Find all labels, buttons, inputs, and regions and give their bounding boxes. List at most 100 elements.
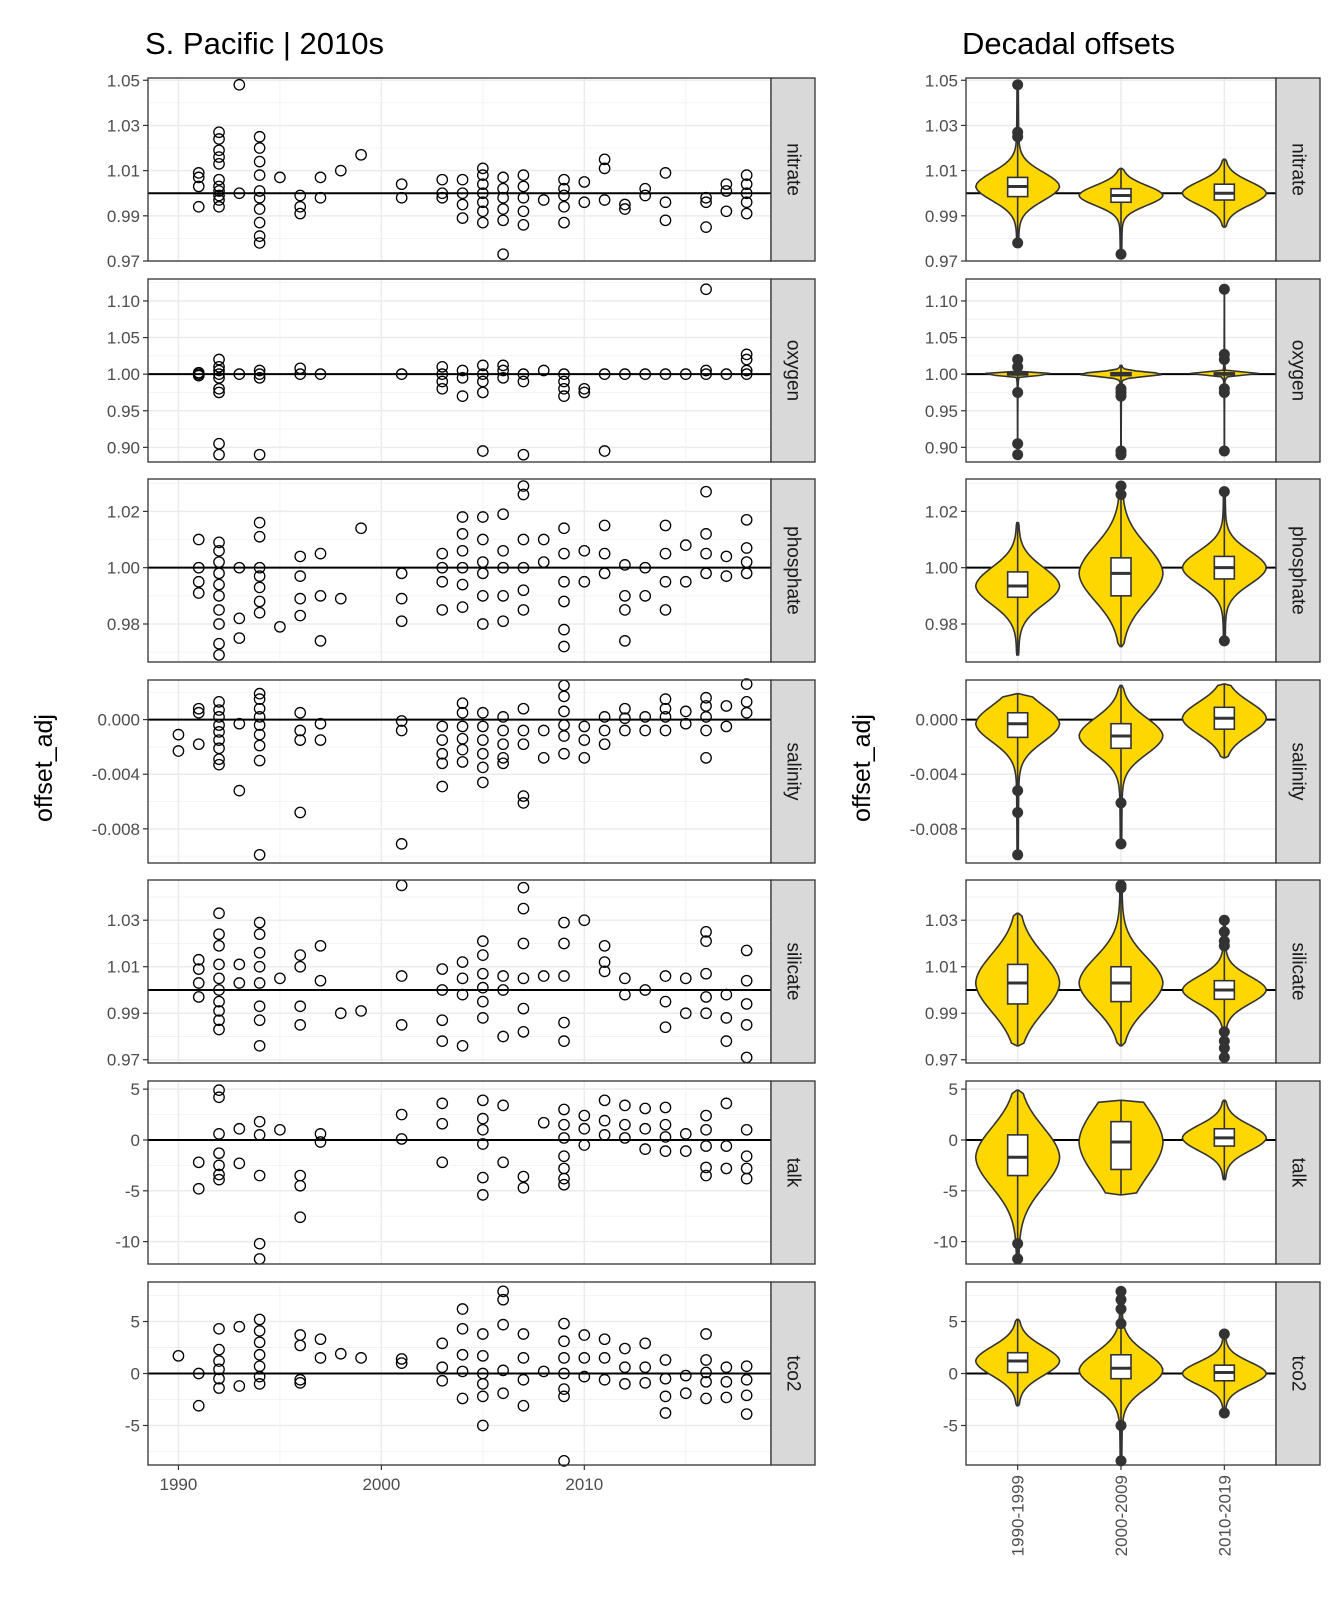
scatter-point-silicate xyxy=(497,984,509,996)
scatter-point-nitrate xyxy=(476,187,489,200)
scatter-point-phosphate xyxy=(213,649,225,661)
scatter-point-salinity xyxy=(476,761,489,774)
scatter-point-tco2 xyxy=(720,1361,733,1374)
scatter-point-nitrate xyxy=(213,200,225,213)
scatter-point-phosphate xyxy=(334,592,347,605)
scatter-y-tick-label-phosphate: 0.98 xyxy=(107,615,140,634)
scatter-point-nitrate xyxy=(253,155,266,168)
scatter-point-silicate xyxy=(639,984,652,996)
violin-box-phosphate xyxy=(1110,557,1132,597)
violin-outlier-oxygen xyxy=(1218,283,1230,295)
scatter-point-salinity xyxy=(456,697,469,710)
violin-facet-strip-nitrate xyxy=(1275,77,1321,262)
scatter-y-tick-label-talk: 0 xyxy=(131,1131,140,1150)
scatter-point-talk xyxy=(578,1122,591,1135)
scatter-point-tco2 xyxy=(497,1387,509,1400)
scatter-point-tco2 xyxy=(497,1318,509,1331)
scatter-point-silicate xyxy=(700,935,712,948)
scatter-point-tco2 xyxy=(476,1419,489,1432)
scatter-point-salinity xyxy=(436,734,449,746)
scatter-point-salinity xyxy=(679,717,692,730)
scatter-point-salinity xyxy=(476,776,489,789)
scatter-point-silicate xyxy=(659,1021,672,1034)
violin-outlier-tco2 xyxy=(1115,1294,1127,1306)
scatter-panel-oxygen xyxy=(148,279,771,462)
scatter-point-talk xyxy=(740,1172,753,1185)
scatter-point-nitrate xyxy=(720,178,733,191)
scatter-point-tco2 xyxy=(517,1328,530,1340)
scatter-point-talk xyxy=(578,1139,591,1151)
scatter-point-tco2 xyxy=(598,1352,611,1364)
scatter-point-nitrate xyxy=(294,200,307,213)
scatter-point-talk xyxy=(659,1145,672,1158)
scatter-point-salinity xyxy=(213,711,225,723)
scatter-point-talk xyxy=(476,1123,489,1136)
scatter-point-phosphate xyxy=(274,620,286,633)
scatter-point-silicate xyxy=(436,1035,449,1047)
scatter-point-phosphate xyxy=(213,604,225,616)
scatter-point-tco2 xyxy=(253,1313,266,1326)
violin-outlier-salinity xyxy=(1115,797,1127,809)
violin-y-tick-label-oxygen: 0.95 xyxy=(925,402,958,421)
scatter-y-tick-label-silicate: 1.01 xyxy=(107,958,140,977)
violin-chart-title: Decadal offsets xyxy=(962,26,1175,61)
scatter-point-phosphate xyxy=(659,604,672,616)
scatter-point-silicate xyxy=(497,970,509,982)
scatter-point-talk xyxy=(619,1099,631,1112)
scatter-panel-silicate xyxy=(148,880,771,1063)
scatter-point-talk xyxy=(517,1170,530,1183)
scatter-y-tick-label-salinity: -0.004 xyxy=(92,765,140,784)
scatter-point-tco2 xyxy=(578,1370,591,1383)
scatter-point-tco2 xyxy=(192,1367,205,1380)
scatter-point-salinity xyxy=(700,691,712,704)
scatter-point-silicate xyxy=(294,1000,307,1013)
scatter-point-tco2 xyxy=(578,1352,591,1364)
scatter-point-tco2 xyxy=(213,1382,225,1394)
violin-outlier-silicate xyxy=(1218,1051,1230,1063)
scatter-point-salinity xyxy=(700,711,712,723)
scatter-point-silicate xyxy=(679,1007,692,1020)
scatter-point-talk xyxy=(294,1179,307,1192)
scatter-point-talk xyxy=(659,1131,672,1143)
violin-box-talk xyxy=(1110,1120,1132,1171)
scatter-point-salinity xyxy=(395,724,408,737)
violin-outlier-talk xyxy=(1012,1253,1024,1265)
scatter-point-salinity xyxy=(476,747,489,760)
scatter-point-phosphate xyxy=(314,547,327,560)
scatter-point-phosphate xyxy=(740,542,753,554)
scatter-point-phosphate xyxy=(497,615,509,628)
scatter-point-phosphate xyxy=(213,567,225,580)
scatter-point-nitrate xyxy=(233,187,246,200)
scatter-point-silicate xyxy=(192,953,205,966)
scatter-point-oxygen xyxy=(213,368,225,381)
scatter-point-salinity xyxy=(497,751,509,764)
scatter-y-tick-label-phosphate: 1.02 xyxy=(107,502,140,521)
scatter-point-talk xyxy=(314,1136,327,1148)
violin-y-tick-label-talk: -5 xyxy=(943,1182,958,1201)
scatter-point-salinity xyxy=(537,724,550,737)
violin-outlier-silicate xyxy=(1218,926,1230,938)
scatter-point-oxygen xyxy=(436,382,449,395)
scatter-point-talk xyxy=(192,1182,205,1195)
scatter-point-silicate xyxy=(294,949,307,961)
scatter-point-tco2 xyxy=(233,1380,246,1392)
scatter-point-silicate xyxy=(253,1014,266,1027)
scatter-point-talk xyxy=(192,1156,205,1169)
scatter-point-silicate xyxy=(192,977,205,989)
scatter-point-nitrate xyxy=(213,144,225,157)
scatter-point-talk xyxy=(497,1156,509,1169)
scatter-point-silicate xyxy=(720,1012,733,1024)
scatter-point-tco2 xyxy=(213,1363,225,1376)
scatter-point-silicate xyxy=(740,998,753,1010)
scatter-point-phosphate xyxy=(578,544,591,557)
scatter-point-phosphate xyxy=(476,589,489,602)
violin-outlier-tco2 xyxy=(1218,1407,1230,1419)
scatter-y-tick-label-nitrate: 0.99 xyxy=(107,207,140,226)
violin-outlier-silicate xyxy=(1218,940,1230,952)
scatter-point-tco2 xyxy=(720,1375,733,1388)
scatter-point-talk xyxy=(720,1140,733,1152)
scatter-point-oxygen xyxy=(517,368,530,381)
scatter-point-phosphate xyxy=(294,550,307,563)
scatter-point-salinity xyxy=(639,711,652,723)
scatter-point-salinity xyxy=(294,706,307,719)
